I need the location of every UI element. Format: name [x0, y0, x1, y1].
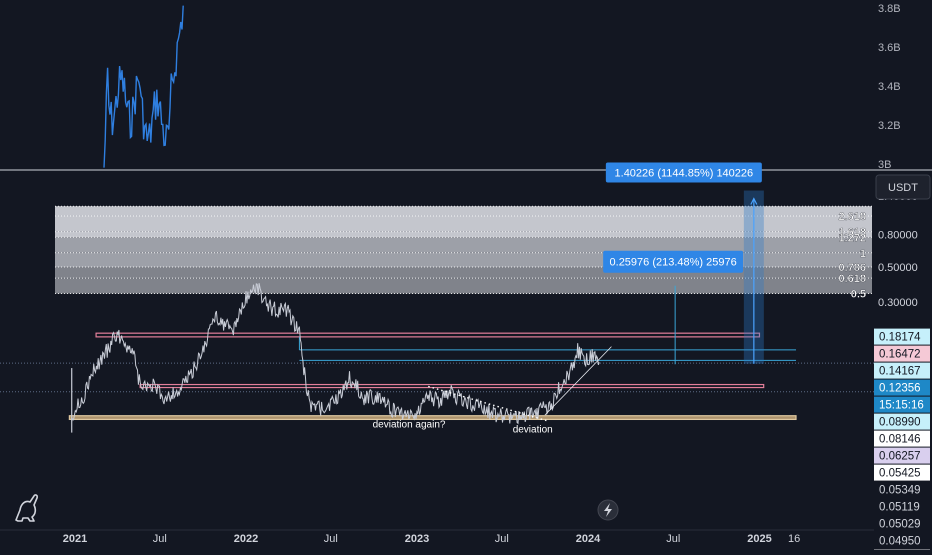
time-axis[interactable]: 2021 Jul 2022 Jul 2023 Jul 2024 Jul 2025 16: [0, 530, 874, 550]
time-axis-label: 2023: [405, 533, 429, 545]
price-tag-label: 0.16472: [879, 349, 921, 361]
price-tag-label: 0.04950: [879, 536, 921, 548]
price-tag: 0.04950: [879, 536, 921, 548]
price-tag: 0.14167: [874, 363, 930, 379]
price-tag-label: 0.05349: [879, 485, 921, 497]
time-axis-background: [0, 530, 874, 550]
measure-label: 1.40226 (1144.85%) 140226: [615, 168, 754, 180]
upper-pane[interactable]: 3.8B 3.6B 3.4B 3.2B 3B: [0, 0, 932, 171]
price-axis-label: 0.50000: [878, 262, 918, 274]
time-axis-label: Jul: [324, 533, 338, 545]
price-tag-label: 0.18174: [879, 332, 921, 344]
time-axis-label: 2024: [576, 533, 601, 545]
price-tag-label: 15:15:16: [879, 400, 924, 412]
price-axis-label: 0.80000: [878, 230, 918, 242]
upper-axis-label: 3.2B: [878, 120, 901, 132]
upper-axis-label: 3B: [878, 159, 891, 171]
price-tag: 0.08990: [874, 414, 930, 430]
price-tag: 0.12356: [874, 380, 930, 396]
price-range-measure[interactable]: 0.25976 (213.48%) 25976: [603, 251, 743, 365]
price-tag: 0.18174: [874, 329, 930, 345]
time-axis-label: Jul: [495, 533, 509, 545]
dino-shape: [16, 495, 37, 521]
price-axis-label: 0.30000: [878, 297, 918, 309]
price-tag-label: 0.08990: [879, 417, 921, 429]
price-tag: 0.05425: [874, 465, 930, 481]
time-axis-label: 2022: [234, 533, 258, 545]
price-tag: 0.05119: [879, 502, 920, 514]
lightning-icon[interactable]: [598, 500, 618, 520]
price-tag-label: 0.14167: [879, 366, 921, 378]
currency-button[interactable]: USDT: [876, 175, 930, 199]
resistance-zone[interactable]: [96, 333, 759, 337]
price-tag-label: 0.06257: [879, 451, 921, 463]
upper-axis-label: 3.8B: [878, 3, 901, 15]
time-axis-label: 2025: [747, 533, 771, 545]
price-tag-label: 0.12356: [879, 383, 921, 395]
time-axis-label: Jul: [666, 533, 680, 545]
price-tag-label: 0.05029: [879, 519, 921, 531]
fib-level-label: 2.618: [838, 211, 866, 223]
price-tag-label: 0.08146: [879, 434, 921, 446]
time-axis-label: 2021: [63, 533, 87, 545]
price-tag: 0.05349: [879, 485, 921, 497]
price-tag: 0.06257: [874, 448, 930, 464]
upper-axis-label: 3.4B: [878, 81, 901, 93]
upper-axis-label: 3.6B: [878, 42, 901, 54]
time-axis-label: Jul: [153, 533, 167, 545]
price-tag-label: 0.05425: [879, 468, 921, 480]
price-series-line: [72, 283, 600, 423]
chart-annotation[interactable]: deviation: [513, 425, 553, 436]
price-tag: 0.08146: [874, 431, 930, 447]
price-tag-label: 0.05119: [879, 502, 920, 514]
price-tag: 15:15:16: [874, 397, 930, 413]
fib-level-label: 1.272: [838, 232, 866, 244]
chart-annotation[interactable]: deviation again?: [373, 419, 446, 430]
price-tag: 0.16472: [874, 346, 930, 362]
fib-level-label: 1: [860, 248, 866, 260]
tradingview-dino-icon[interactable]: [16, 495, 37, 521]
measure-label: 0.25976 (213.48%) 25976: [610, 257, 737, 269]
fib-level-label: 0.5: [851, 289, 866, 301]
price-axis[interactable]: 1.400000.800000.500000.30000USDT0.181740…: [874, 172, 932, 550]
time-axis-label: 16: [788, 533, 800, 545]
currency-button-label: USDT: [888, 182, 918, 194]
price-tag: 0.05029: [879, 519, 921, 531]
fib-level-label: 0.618: [838, 273, 866, 285]
